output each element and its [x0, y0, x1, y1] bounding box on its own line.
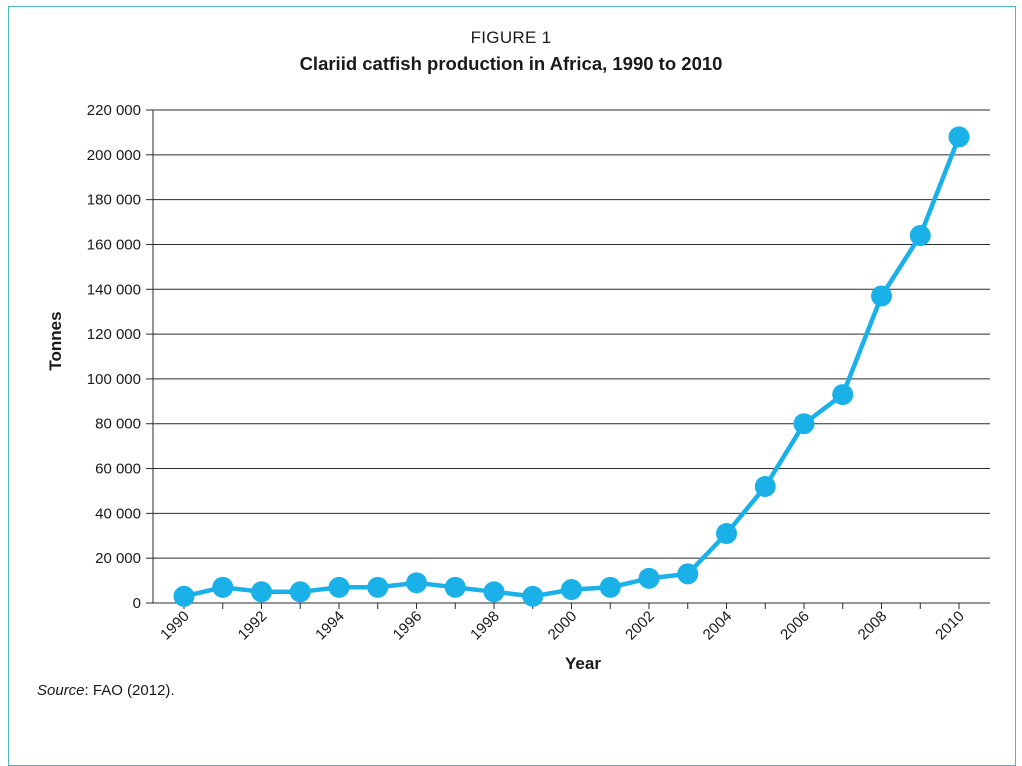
- x-tick-label: 1992: [235, 608, 271, 644]
- y-axis-title: Tonnes: [46, 311, 65, 370]
- x-axis-title: Year: [565, 654, 601, 673]
- x-tick-label: 2008: [855, 608, 891, 644]
- data-point: [444, 576, 466, 598]
- y-tick-label: 200 000: [87, 147, 141, 164]
- y-tick-label: 120 000: [87, 326, 141, 343]
- x-tick-label: 2000: [545, 608, 581, 644]
- data-point: [328, 576, 350, 598]
- data-point: [289, 581, 311, 603]
- y-tick-label: 160 000: [87, 236, 141, 253]
- data-point: [212, 576, 234, 598]
- source-label: Source: [37, 682, 85, 699]
- line-chart: 0 20 000 40 000 60 000 80 000 100 000 120 000 1…: [46, 102, 990, 673]
- axes: [152, 110, 990, 609]
- data-series: [173, 126, 970, 607]
- data-point: [832, 384, 854, 406]
- data-point: [599, 576, 621, 598]
- y-tick-label: 40 000: [95, 505, 141, 522]
- data-point: [754, 475, 776, 497]
- data-point: [406, 572, 427, 594]
- data-point: [251, 581, 272, 603]
- y-tick-label: 180 000: [87, 192, 141, 209]
- data-point: [909, 224, 931, 246]
- x-tick-label: 1998: [467, 608, 503, 644]
- x-tick-label: 1994: [312, 608, 348, 644]
- data-point: [173, 585, 195, 607]
- data-point: [483, 581, 505, 603]
- data-point: [561, 579, 582, 601]
- y-tick-label: 0: [133, 595, 141, 612]
- x-tick-label: 1996: [390, 608, 426, 644]
- data-point: [948, 126, 970, 148]
- x-tick-label: 2004: [700, 608, 736, 644]
- data-point: [522, 585, 544, 607]
- x-tick-label: 2002: [622, 608, 658, 644]
- data-point: [367, 576, 389, 598]
- y-tick-label: 220 000: [87, 102, 141, 119]
- y-tick-label: 20 000: [95, 550, 141, 567]
- x-tick-label: 2006: [777, 608, 813, 644]
- y-tick-label: 80 000: [95, 416, 141, 433]
- chart-title: Clariid catfish production in Africa, 19…: [299, 53, 723, 74]
- x-tick-label: 1990: [157, 608, 193, 644]
- x-tick-labels: 1990 1992 1994 1996 1998 2000 2002 2004 2006 2008…: [157, 608, 968, 644]
- data-point: [871, 285, 892, 307]
- source-text: : FAO (2012).: [84, 682, 175, 699]
- x-tick-label: 2010: [932, 608, 968, 644]
- y-tick-label: 140 000: [87, 281, 141, 298]
- data-point: [638, 567, 660, 589]
- source-note: Source: FAO (2012).: [37, 682, 175, 699]
- gridlines: [146, 109, 990, 604]
- y-tick-label: 60 000: [95, 461, 141, 478]
- y-tick-label: 100 000: [87, 371, 141, 388]
- figure-label: FIGURE 1: [470, 28, 552, 47]
- data-point: [716, 523, 737, 545]
- y-tick-labels: 0 20 000 40 000 60 000 80 000 100 000 120 000 1…: [87, 102, 141, 612]
- series-line: [183, 136, 962, 599]
- data-point: [677, 563, 699, 585]
- data-point: [793, 413, 815, 435]
